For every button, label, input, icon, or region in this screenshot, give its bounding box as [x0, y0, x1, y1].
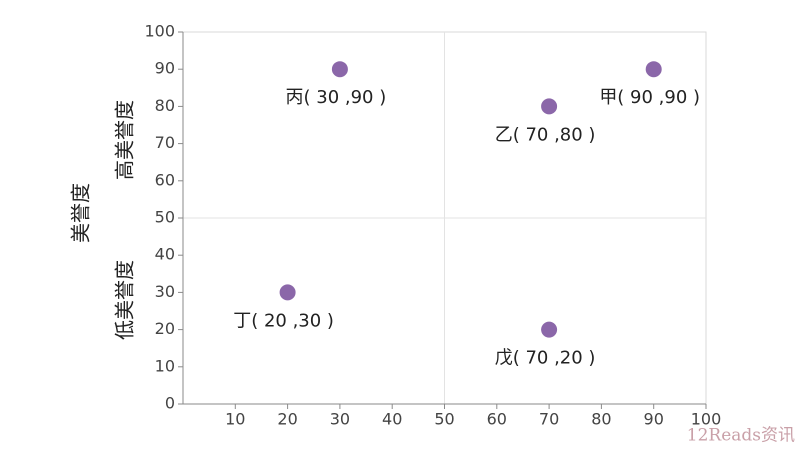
point	[541, 98, 558, 115]
annotation: 低美誉度	[113, 260, 137, 340]
point	[645, 61, 662, 78]
x-tick-label: 20	[277, 410, 297, 429]
x-tick-label: 70	[539, 410, 559, 429]
x-tick-label: 60	[487, 410, 507, 429]
point-label: 戊( 70 ,20 )	[495, 348, 596, 369]
point	[279, 284, 296, 301]
y-tick-label: 20	[155, 319, 175, 338]
y-tick-label: 10	[155, 356, 175, 375]
point	[541, 321, 558, 338]
y-tick-label: 80	[155, 96, 175, 115]
y-axis-title: 美誉度	[69, 183, 93, 243]
x-tick-label: 50	[434, 410, 454, 429]
point-label: 丁( 20 ,30 )	[233, 310, 334, 331]
y-tick-label: 70	[155, 133, 175, 152]
x-tick-label: 40	[382, 410, 402, 429]
y-tick-label: 30	[155, 282, 175, 301]
point-label: 甲( 90 ,90 )	[599, 87, 700, 108]
y-tick-label: 40	[155, 245, 175, 264]
x-tick-label: 100	[691, 410, 722, 429]
watermark: 12Reads资讯	[687, 426, 795, 446]
annotation: 高美誉度	[113, 100, 137, 180]
x-tick-label: 10	[225, 410, 245, 429]
x-tick-label: 90	[644, 410, 664, 429]
x-tick-label: 30	[330, 410, 350, 429]
x-tick-label: 80	[591, 410, 611, 429]
y-tick-label: 0	[165, 394, 175, 413]
y-tick-label: 50	[155, 208, 175, 227]
y-tick-label: 60	[155, 170, 175, 189]
y-tick-label: 90	[155, 59, 175, 78]
point-label: 乙( 70 ,80 )	[495, 124, 596, 145]
point-label: 丙( 30 ,90 )	[286, 87, 387, 108]
y-tick-label: 100	[144, 22, 175, 41]
point	[331, 61, 348, 78]
